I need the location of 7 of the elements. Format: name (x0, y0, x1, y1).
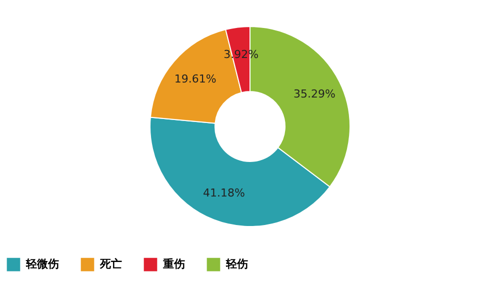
legend-label: 死亡 (99, 258, 122, 271)
legend-label: 轻微伤 (25, 258, 59, 271)
legend-label: 轻伤 (225, 258, 248, 271)
data-label: 35.29% (293, 87, 336, 100)
data-label: 41.18% (203, 186, 245, 200)
legend-label: 重伤 (162, 258, 185, 271)
data-label: 19.61% (174, 72, 216, 86)
